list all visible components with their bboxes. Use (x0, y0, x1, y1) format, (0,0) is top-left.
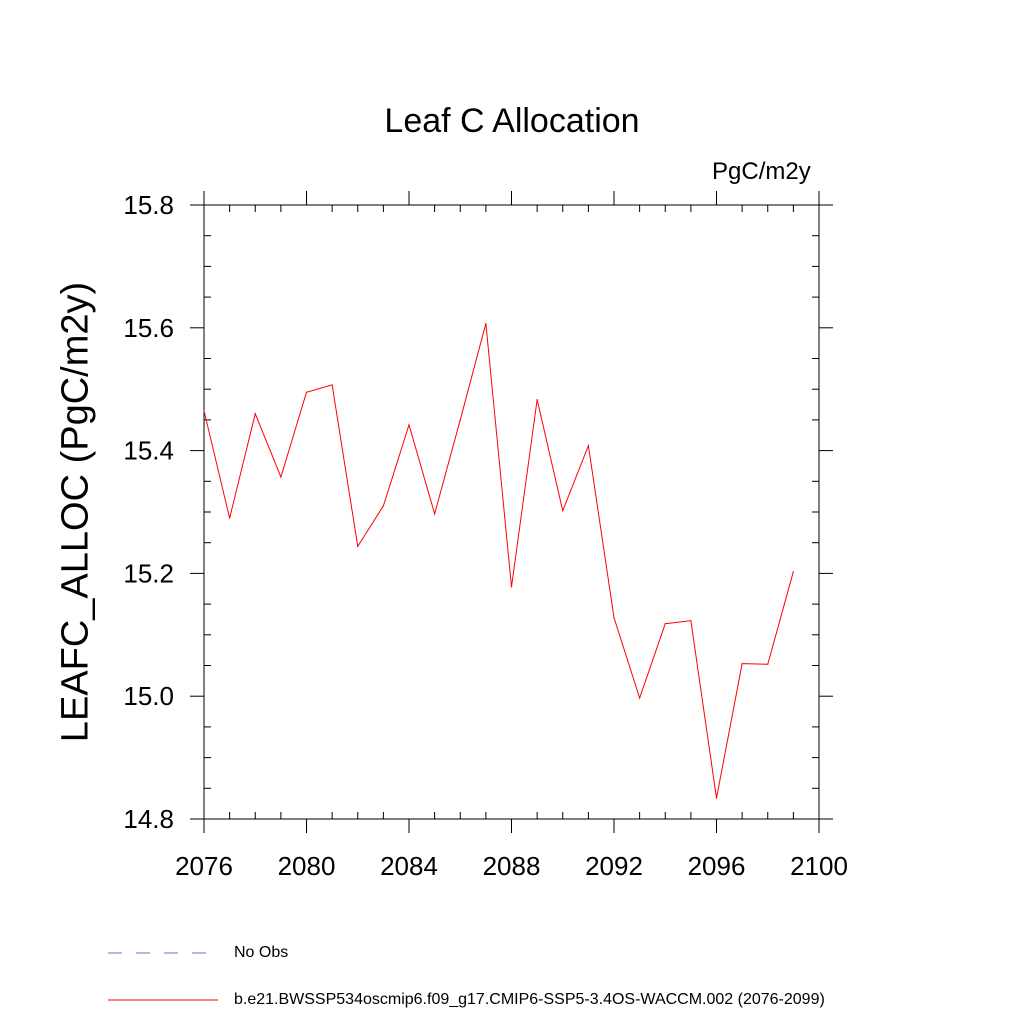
axis-tick-labels: 2076 2080 2084 2088 2092 2096 2100 14.8 15.0 15.2… (123, 190, 848, 881)
legend-item-no-obs: No Obs (108, 943, 288, 963)
legend-item-model-run: b.e21.BWSSP534oscmip6.f09_g17.CMIP6-SSP5… (108, 990, 825, 1010)
legend-swatch-solid (108, 990, 218, 1010)
data-point (665, 623, 666, 624)
data-point (742, 663, 743, 664)
x-tick-label: 2092 (585, 851, 643, 881)
plot-frame (204, 205, 819, 819)
line-chart: 2076 2080 2084 2088 2092 2096 2100 14.8 15.0 15.2… (0, 0, 1024, 1024)
data-point (537, 399, 538, 400)
data-point (408, 424, 409, 425)
x-tick-label: 2080 (278, 851, 336, 881)
data-point (203, 410, 204, 411)
data-point (306, 392, 307, 393)
legend-swatch-dashed (108, 943, 218, 963)
data-point (357, 546, 358, 547)
chart-title: Leaf C Allocation (0, 102, 1024, 141)
y-tick-label: 15.2 (123, 558, 174, 588)
x-tick-label: 2088 (483, 851, 541, 881)
data-point (767, 664, 768, 665)
data-point (588, 445, 589, 446)
y-tick-label: 15.4 (123, 436, 174, 466)
axis-ticks (190, 191, 833, 833)
series-points (203, 323, 794, 799)
data-point (434, 513, 435, 514)
legend-label-no-obs: No Obs (234, 944, 288, 962)
x-tick-label: 2076 (175, 851, 233, 881)
data-point (383, 505, 384, 506)
data-point (716, 798, 717, 799)
data-point (562, 510, 563, 511)
data-point (255, 413, 256, 414)
x-tick-label: 2096 (688, 851, 746, 881)
y-tick-label: 15.0 (123, 681, 174, 711)
y-tick-label: 15.8 (123, 190, 174, 220)
series-line (204, 324, 793, 799)
data-point (639, 697, 640, 698)
units-label: PgC/m2y (712, 158, 811, 186)
y-tick-label: 15.6 (123, 313, 174, 343)
x-tick-label: 2084 (380, 851, 438, 881)
data-point (485, 323, 486, 324)
data-point (460, 419, 461, 420)
legend-label-model-run: b.e21.BWSSP534oscmip6.f09_g17.CMIP6-SSP5… (234, 991, 825, 1009)
y-axis-label: LEAFC_ALLOC (PgC/m2y) (55, 282, 98, 742)
data-point (690, 620, 691, 621)
x-tick-label: 2100 (790, 851, 848, 881)
data-point (793, 571, 794, 572)
y-tick-label: 14.8 (123, 804, 174, 834)
data-point (229, 518, 230, 519)
data-point (332, 384, 333, 385)
data-point (280, 476, 281, 477)
data-point (511, 586, 512, 587)
data-point (613, 617, 614, 618)
